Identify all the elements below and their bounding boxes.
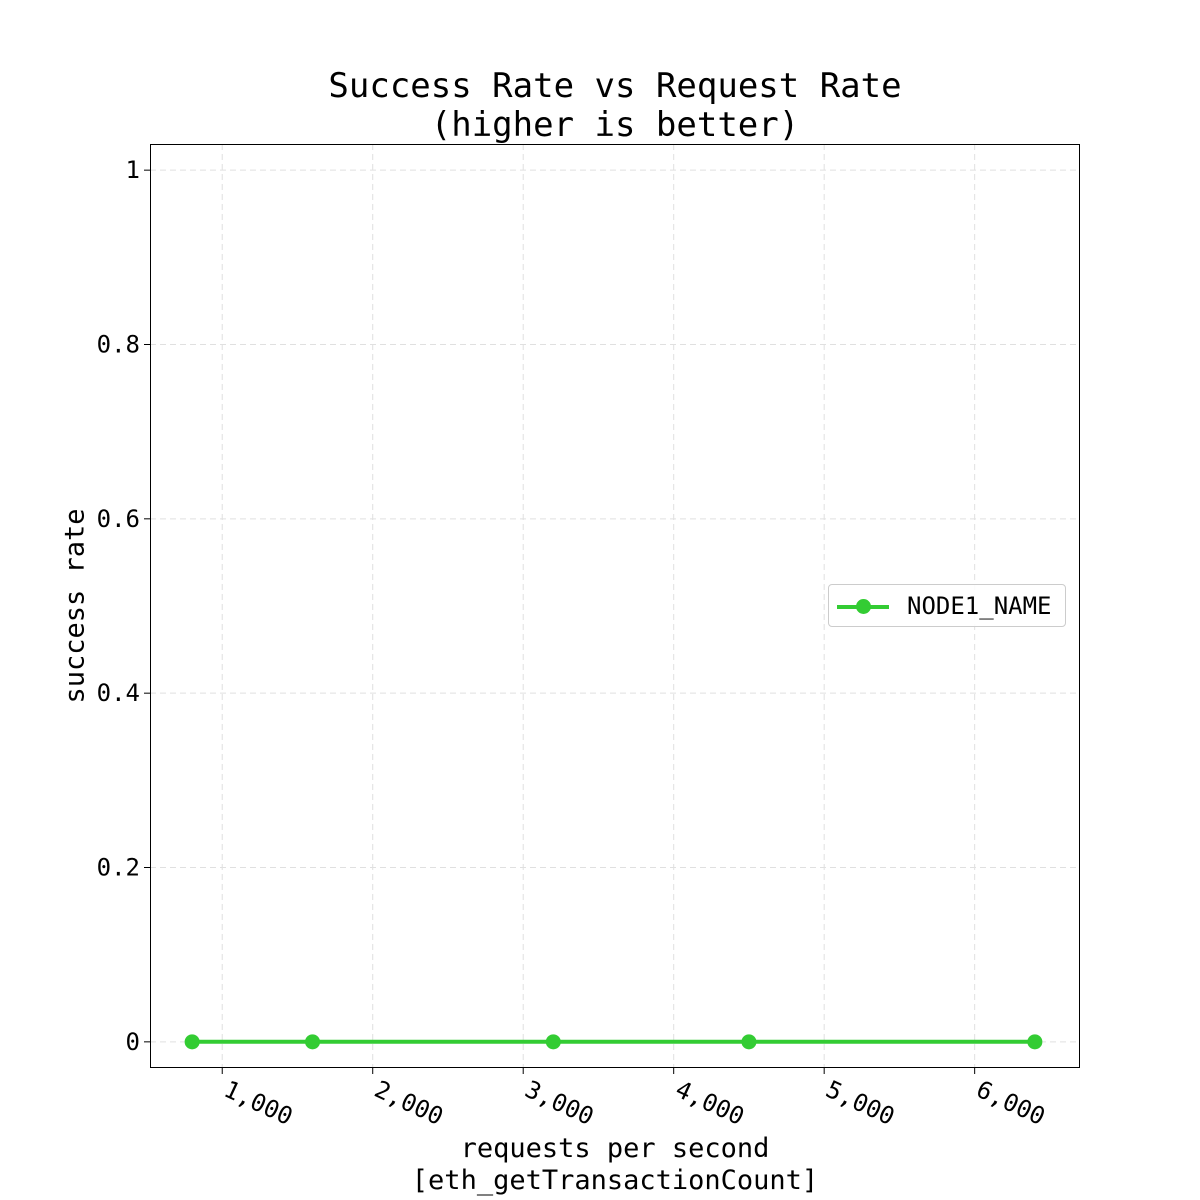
data-point	[1027, 1034, 1043, 1050]
y-tick-label: 0.2	[97, 854, 140, 882]
x-tick-label: 1,000	[220, 1075, 297, 1131]
chart-subtitle: (higher is better)	[430, 105, 800, 145]
x-tick-label: 6,000	[972, 1075, 1049, 1131]
series-layer	[184, 1034, 1043, 1050]
y-tick-label: 0	[126, 1028, 140, 1056]
x-tick-label: 3,000	[521, 1075, 598, 1131]
x-axis-label-method: [eth_getTransactionCount]	[411, 1165, 819, 1196]
plot-area-frame	[150, 144, 1080, 1068]
x-tick-label: 2,000	[370, 1075, 447, 1131]
y-tick-label: 0.6	[97, 505, 140, 533]
x-tick-label: 4,000	[671, 1075, 748, 1131]
x-axis-label: requests per second	[460, 1133, 770, 1164]
legend-label: NODE1_NAME	[907, 592, 1052, 620]
data-point	[184, 1034, 200, 1050]
y-tick-label: 0.8	[97, 330, 140, 358]
legend-marker-swatch	[856, 599, 871, 614]
axis-ticks: 1,000 2,000 3,000 4,000 5,000 6,000 0 0.2 0.4 0.6…	[97, 156, 1050, 1131]
chart-title: Success Rate vs Request Rate	[328, 66, 902, 106]
x-tick-label: 5,000	[822, 1075, 899, 1131]
data-point	[305, 1034, 321, 1050]
data-point	[545, 1034, 561, 1050]
legend: NODE1_NAME	[828, 584, 1066, 627]
data-point	[741, 1034, 757, 1050]
y-tick-label: 0.4	[97, 679, 140, 707]
y-axis-label: success rate	[59, 508, 91, 704]
y-tick-label: 1	[126, 156, 140, 184]
